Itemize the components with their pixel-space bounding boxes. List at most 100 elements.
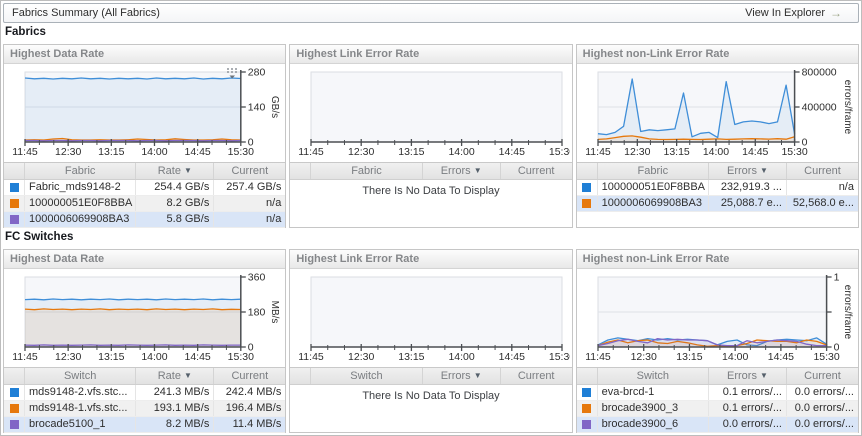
column-header-switch[interactable]: Switch xyxy=(310,368,421,384)
column-header-current[interactable]: Current xyxy=(785,163,858,179)
svg-text:360: 360 xyxy=(248,272,266,284)
series-swatch xyxy=(582,183,592,192)
no-data-message: There Is No Data To Display xyxy=(362,390,500,402)
svg-text:14:45: 14:45 xyxy=(184,146,210,158)
column-header-current[interactable]: Current xyxy=(499,163,572,179)
column-header-fabric[interactable]: Fabric xyxy=(24,163,135,179)
svg-text:14:00: 14:00 xyxy=(141,351,167,363)
chart-table-toggle-icon[interactable] xyxy=(226,67,239,80)
errors-value: 25,088.7 e... xyxy=(707,196,786,211)
chart-fabrics-nonlink-error[interactable]: 11:45 12:30 13:15 14:00 14:45 15:30 0 400000 800… xyxy=(577,64,858,162)
table-row[interactable]: mds9148-1.vfs.stc... 193.1 MB/s 196.4 MB… xyxy=(4,401,286,417)
current-value: 11.4 MB/s xyxy=(213,417,285,432)
sort-desc-icon: ▼ xyxy=(184,371,192,380)
table-row[interactable]: brocade3900_3 0.1 errors/... 0.0 errors/… xyxy=(576,401,858,417)
column-header-errors-label: Errors xyxy=(727,370,757,382)
svg-text:12:30: 12:30 xyxy=(55,146,81,158)
column-header-switch[interactable]: Switch xyxy=(596,368,708,384)
table-row-selected[interactable]: 1000006069908BA3 25,088.7 e... 52,568.0 … xyxy=(576,196,858,212)
column-header-current[interactable]: Current xyxy=(213,163,285,179)
svg-text:13:15: 13:15 xyxy=(98,351,124,363)
table-row-selected[interactable]: 1000006069908BA3 5.8 GB/s n/a xyxy=(4,212,286,228)
table-row[interactable]: Fabric_mds9148-2 254.4 GB/s 257.4 GB/s xyxy=(4,180,286,196)
column-header-rate-label: Rate xyxy=(157,165,181,177)
table-row[interactable]: mds9148-2.vfs.stc... 241.3 MB/s 242.4 MB… xyxy=(4,385,286,401)
chart-fabrics-data-rate[interactable]: 11:45 12:30 13:15 14:00 14:45 15:30 0 140 280 GB/… xyxy=(4,64,285,162)
table-row[interactable]: 100000051E0F8BBA 8.2 GB/s n/a xyxy=(4,196,286,212)
column-header-errors[interactable]: Errors ▼ xyxy=(421,163,500,179)
svg-text:14:45: 14:45 xyxy=(499,351,525,363)
table-header-row: Fabric Errors ▼ Current xyxy=(576,163,858,180)
svg-text:errors/frame: errors/frame xyxy=(842,80,853,135)
series-swatch-cell xyxy=(4,180,24,195)
column-header-errors[interactable]: Errors ▼ xyxy=(707,163,786,179)
view-in-explorer-link[interactable]: View In Explorer → xyxy=(745,7,850,19)
table-header-row: Switch Errors ▼ Current xyxy=(576,368,858,385)
fabrics-link-error-table: Fabric Errors ▼ Current There Is No Data… xyxy=(290,162,572,197)
series-swatch-cell xyxy=(4,417,24,432)
svg-text:11:45: 11:45 xyxy=(299,351,325,363)
table-row[interactable]: 100000051E0F8BBA 232,919.3 ... n/a xyxy=(576,180,858,196)
swatch-column-header xyxy=(4,163,24,179)
chart-fabrics-link-error[interactable]: 11:45 12:30 13:15 14:00 14:45 15:30 xyxy=(290,64,576,162)
fabric-name: 100000051E0F8BBA xyxy=(596,180,708,195)
swatch-column-header xyxy=(577,163,597,179)
chart-switches-link-error[interactable]: 11:45 12:30 13:15 14:00 14:45 15:30 xyxy=(290,269,576,367)
series-swatch-cell xyxy=(577,196,597,211)
svg-text:MB/s: MB/s xyxy=(269,301,280,324)
svg-text:15:30: 15:30 xyxy=(813,351,839,363)
switch-name: eva-brcd-1 xyxy=(596,385,708,400)
chart-switches-data-rate[interactable]: 11:45 12:30 13:15 14:00 14:45 15:30 0 180 360 MB/… xyxy=(4,269,285,367)
svg-text:12:30: 12:30 xyxy=(55,351,81,363)
table-row[interactable]: eva-brcd-1 0.1 errors/... 0.0 errors/... xyxy=(576,385,858,401)
panel-title: Highest Link Error Rate xyxy=(290,250,572,269)
table-header-row: Fabric Rate ▼ Current xyxy=(4,163,286,180)
rate-value: 193.1 MB/s xyxy=(135,401,213,416)
rate-value: 254.4 GB/s xyxy=(135,180,213,195)
column-header-switch[interactable]: Switch xyxy=(24,368,135,384)
column-header-errors[interactable]: Errors ▼ xyxy=(421,368,500,384)
svg-text:0: 0 xyxy=(248,137,254,149)
column-header-fabric[interactable]: Fabric xyxy=(596,163,708,179)
current-value: 257.4 GB/s xyxy=(213,180,285,195)
table-header-row: Switch Errors ▼ Current xyxy=(290,368,572,385)
rate-value: 8.2 GB/s xyxy=(135,196,213,211)
column-header-rate[interactable]: Rate ▼ xyxy=(135,368,213,384)
series-swatch xyxy=(9,420,19,429)
series-swatch-cell xyxy=(577,417,597,432)
svg-text:12:30: 12:30 xyxy=(348,146,374,158)
table-row-selected[interactable]: brocade5100_1 8.2 MB/s 11.4 MB/s xyxy=(4,417,286,433)
svg-text:12:30: 12:30 xyxy=(348,351,374,363)
current-value: 52,568.0 e... xyxy=(785,196,858,211)
series-swatch xyxy=(582,420,592,429)
chart-switches-nonlink-error[interactable]: 11:45 12:30 13:15 14:00 14:45 15:30 0 1 errors/f… xyxy=(577,269,858,367)
svg-text:13:15: 13:15 xyxy=(399,351,425,363)
series-swatch-cell xyxy=(4,196,24,211)
svg-text:11:45: 11:45 xyxy=(585,146,611,158)
svg-text:140: 140 xyxy=(248,102,266,114)
column-header-current[interactable]: Current xyxy=(499,368,572,384)
swatch-column-header xyxy=(4,368,24,384)
current-value: n/a xyxy=(213,196,285,211)
column-header-current[interactable]: Current xyxy=(213,368,285,384)
current-value: 0.0 errors/... xyxy=(785,385,858,400)
sort-desc-icon: ▼ xyxy=(760,166,768,175)
svg-text:14:00: 14:00 xyxy=(702,146,728,158)
column-header-fabric[interactable]: Fabric xyxy=(310,163,421,179)
summary-header-bar: Fabrics Summary (All Fabrics) View In Ex… xyxy=(3,3,859,23)
table-row-selected[interactable]: brocade3900_6 0.0 errors/... 0.0 errors/… xyxy=(576,417,858,433)
column-header-errors[interactable]: Errors ▼ xyxy=(707,368,786,384)
series-swatch-cell xyxy=(577,180,597,195)
column-header-current[interactable]: Current xyxy=(785,368,858,384)
section-header-fc-switches: FC Switches xyxy=(5,231,74,243)
table-header-row: Switch Rate ▼ Current xyxy=(4,368,286,385)
svg-text:0: 0 xyxy=(833,342,839,354)
fabric-name: 1000006069908BA3 xyxy=(24,212,135,227)
column-header-rate[interactable]: Rate ▼ xyxy=(135,163,213,179)
section-header-fabrics: Fabrics xyxy=(5,26,46,38)
switches-nonlink-error-table: Switch Errors ▼ Current eva-brcd-1 0.1 e… xyxy=(576,367,858,433)
swatch-column-header xyxy=(290,163,310,179)
fabrics-panel-row: Highest Data Rate 11:45 12:30 13:15 14:00 14… xyxy=(1,44,861,228)
svg-text:12:30: 12:30 xyxy=(630,351,656,363)
